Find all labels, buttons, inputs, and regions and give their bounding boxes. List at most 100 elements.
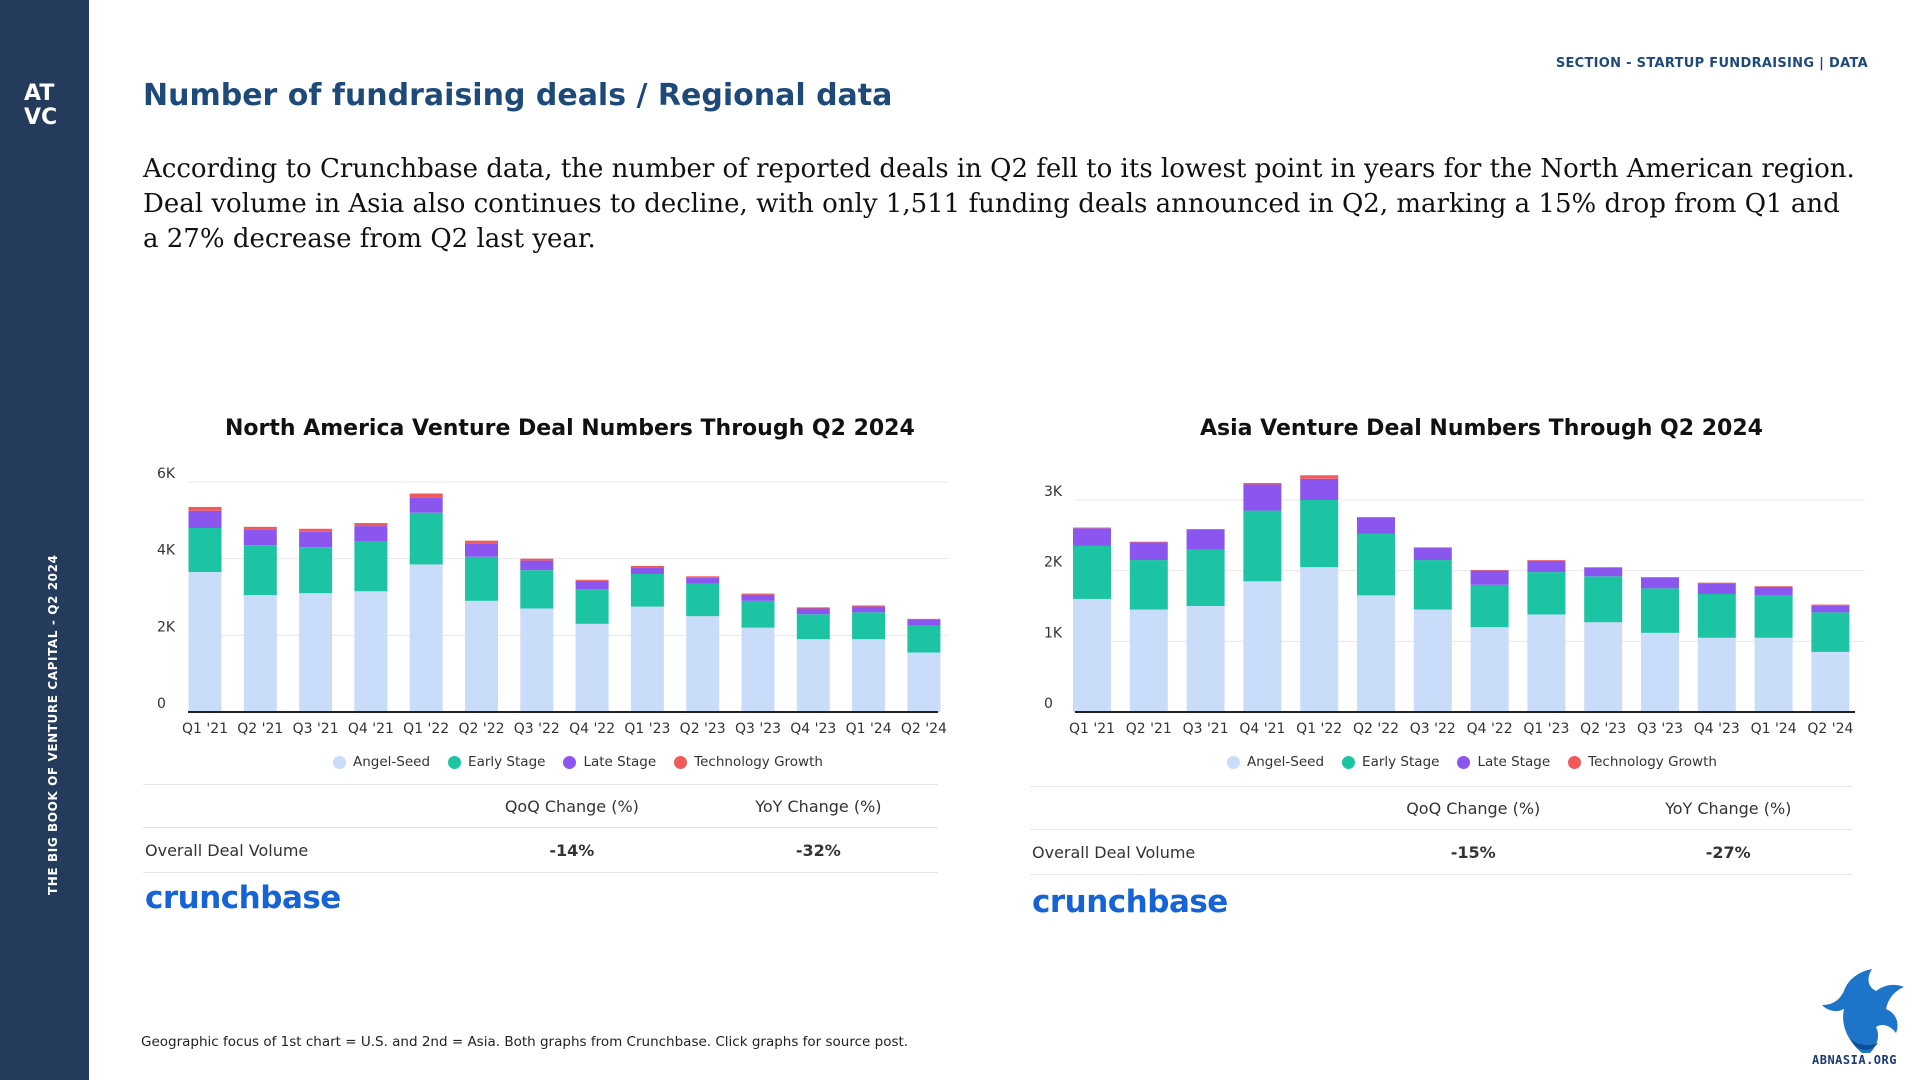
bar-segment-technology-growth[interactable]: [575, 579, 609, 581]
bar-segment-angel-seed[interactable]: [1641, 632, 1679, 712]
bar-segment-late-stage[interactable]: [1073, 528, 1111, 546]
bar-segment-technology-growth[interactable]: [243, 526, 277, 530]
bar-segment-angel-seed[interactable]: [299, 593, 333, 712]
bar-segment-early-stage[interactable]: [852, 612, 886, 640]
bar-segment-early-stage[interactable]: [1470, 584, 1509, 628]
bar-segment-technology-growth[interactable]: [741, 593, 775, 595]
bar-segment-early-stage[interactable]: [243, 545, 277, 596]
legend-item-angel-seed[interactable]: Angel-Seed: [1227, 754, 1324, 770]
bar-segment-late-stage[interactable]: [1470, 570, 1509, 585]
bar-segment-angel-seed[interactable]: [188, 572, 222, 712]
bar-segment-technology-growth[interactable]: [1641, 577, 1679, 578]
legend-item-angel-seed[interactable]: Angel-Seed: [333, 754, 430, 770]
bar-segment-angel-seed[interactable]: [686, 616, 720, 712]
bar-segment-angel-seed[interactable]: [409, 564, 443, 712]
bar-segment-technology-growth[interactable]: [1527, 560, 1566, 561]
bar-segment-early-stage[interactable]: [409, 512, 443, 565]
bar-segment-angel-seed[interactable]: [630, 606, 664, 712]
bar-segment-technology-growth[interactable]: [1584, 567, 1623, 568]
bar-segment-technology-growth[interactable]: [354, 523, 388, 527]
bar-segment-technology-growth[interactable]: [1073, 527, 1111, 529]
bar-segment-late-stage[interactable]: [852, 606, 886, 613]
bar-segment-early-stage[interactable]: [1584, 576, 1623, 623]
bar-segment-early-stage[interactable]: [575, 589, 609, 624]
bar-segment-early-stage[interactable]: [354, 541, 388, 592]
bar-segment-late-stage[interactable]: [1300, 478, 1339, 500]
bar-segment-angel-seed[interactable]: [1527, 614, 1566, 712]
bar-segment-angel-seed[interactable]: [1811, 651, 1850, 712]
legend-item-early-stage[interactable]: Early Stage: [1342, 754, 1439, 770]
bar-segment-angel-seed[interactable]: [1754, 637, 1793, 712]
chart-title-asia[interactable]: Asia Venture Deal Numbers Through Q2 202…: [1200, 416, 1763, 441]
bar-segment-technology-growth[interactable]: [1300, 475, 1339, 479]
bar-segment-late-stage[interactable]: [409, 497, 443, 513]
bar-segment-early-stage[interactable]: [686, 583, 720, 617]
bar-segment-early-stage[interactable]: [299, 547, 333, 594]
bar-segment-angel-seed[interactable]: [520, 608, 554, 713]
bar-segment-early-stage[interactable]: [520, 570, 554, 609]
bar-segment-late-stage[interactable]: [520, 560, 554, 571]
bar-segment-early-stage[interactable]: [1243, 510, 1282, 582]
crunchbase-logo[interactable]: crunchbase: [145, 880, 341, 916]
bar-segment-late-stage[interactable]: [907, 620, 941, 626]
legend-item-late-stage[interactable]: Late Stage: [1457, 754, 1550, 770]
bar-segment-late-stage[interactable]: [1754, 586, 1793, 596]
bar-segment-early-stage[interactable]: [741, 600, 775, 628]
bar-segment-technology-growth[interactable]: [1357, 516, 1395, 518]
bar-segment-technology-growth[interactable]: [852, 605, 886, 607]
bar-segment-late-stage[interactable]: [575, 580, 609, 590]
bar-segment-early-stage[interactable]: [1413, 560, 1452, 610]
bar-segment-early-stage[interactable]: [1754, 595, 1793, 638]
bar-segment-angel-seed[interactable]: [1300, 567, 1339, 712]
bar-segment-early-stage[interactable]: [1527, 572, 1566, 615]
bar-segment-early-stage[interactable]: [1641, 588, 1679, 633]
legend-item-late-stage[interactable]: Late Stage: [563, 754, 656, 770]
bar-segment-late-stage[interactable]: [630, 567, 664, 574]
bar-segment-late-stage[interactable]: [1413, 548, 1452, 561]
bar-segment-late-stage[interactable]: [796, 608, 830, 615]
bar-segment-angel-seed[interactable]: [741, 627, 775, 712]
bar-segment-angel-seed[interactable]: [575, 623, 609, 712]
bar-segment-early-stage[interactable]: [465, 556, 498, 601]
legend-item-technology-growth[interactable]: Technology Growth: [1568, 754, 1717, 770]
bar-segment-late-stage[interactable]: [1584, 567, 1623, 577]
bar-segment-angel-seed[interactable]: [907, 652, 941, 712]
bar-segment-technology-growth[interactable]: [1697, 582, 1736, 584]
bar-segment-early-stage[interactable]: [1300, 500, 1339, 568]
bar-segment-late-stage[interactable]: [1357, 517, 1395, 534]
bar-segment-early-stage[interactable]: [630, 574, 664, 607]
bar-segment-technology-growth[interactable]: [520, 558, 554, 561]
bar-segment-early-stage[interactable]: [1357, 533, 1395, 596]
bar-segment-late-stage[interactable]: [465, 543, 498, 557]
bar-segment-angel-seed[interactable]: [1186, 606, 1225, 712]
bar-segment-angel-seed[interactable]: [1470, 627, 1509, 712]
bar-segment-technology-growth[interactable]: [1186, 528, 1225, 530]
bar-segment-technology-growth[interactable]: [1470, 569, 1509, 571]
bar-segment-technology-growth[interactable]: [188, 506, 222, 511]
bar-segment-technology-growth[interactable]: [1754, 586, 1793, 587]
legend-item-technology-growth[interactable]: Technology Growth: [674, 754, 823, 770]
bar-segment-technology-growth[interactable]: [1243, 483, 1282, 485]
bar-segment-late-stage[interactable]: [1243, 484, 1282, 511]
bar-segment-technology-growth[interactable]: [409, 493, 443, 498]
bar-segment-technology-growth[interactable]: [630, 565, 664, 568]
bar-segment-technology-growth[interactable]: [1413, 547, 1452, 549]
bar-segment-angel-seed[interactable]: [1697, 637, 1736, 712]
bar-segment-late-stage[interactable]: [741, 594, 775, 601]
bar-segment-late-stage[interactable]: [1811, 605, 1850, 613]
bar-segment-angel-seed[interactable]: [1129, 609, 1168, 712]
bar-segment-late-stage[interactable]: [1527, 560, 1566, 573]
bar-segment-early-stage[interactable]: [1697, 593, 1736, 638]
bar-segment-early-stage[interactable]: [1186, 549, 1225, 606]
bar-segment-late-stage[interactable]: [1129, 542, 1168, 561]
bar-segment-technology-growth[interactable]: [299, 528, 333, 532]
bar-segment-angel-seed[interactable]: [852, 639, 886, 712]
bar-segment-angel-seed[interactable]: [1413, 609, 1452, 712]
bar-segment-early-stage[interactable]: [1129, 560, 1168, 610]
bar-segment-late-stage[interactable]: [1186, 529, 1225, 550]
bar-segment-angel-seed[interactable]: [243, 595, 277, 712]
bar-segment-angel-seed[interactable]: [1357, 595, 1395, 712]
legend-item-early-stage[interactable]: Early Stage: [448, 754, 545, 770]
bar-segment-angel-seed[interactable]: [354, 591, 388, 712]
bar-segment-early-stage[interactable]: [907, 625, 941, 653]
